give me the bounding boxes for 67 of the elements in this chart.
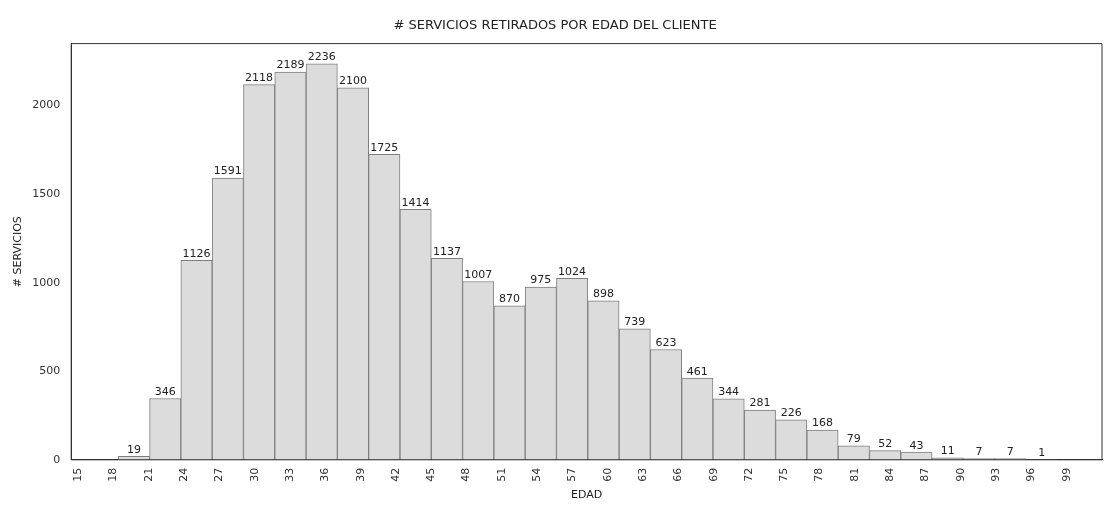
y-tick-label: 1000	[32, 275, 61, 289]
data-label: 281	[749, 396, 771, 410]
y-tick-label: 1500	[32, 187, 61, 200]
data-label: 1024	[558, 264, 587, 278]
chart-title: # SERVICIOS RETIRADOS POR EDAD DEL CLIENTE	[393, 17, 717, 33]
y-axis-title: # SERVICIOS	[11, 216, 25, 288]
x-tick-label: 42	[388, 467, 402, 482]
data-label: 739	[624, 315, 646, 329]
data-label: 344	[718, 385, 740, 399]
data-label: 346	[154, 384, 176, 398]
x-tick-label: 93	[988, 467, 1002, 482]
x-tick-label: 96	[1024, 467, 1038, 482]
x-tick-label: 78	[812, 467, 826, 482]
x-tick-label: 18	[106, 467, 120, 482]
x-tick-label: 39	[353, 467, 367, 482]
x-tick-label: 63	[635, 467, 649, 482]
data-label: 7	[975, 444, 983, 458]
x-tick-label: 66	[671, 467, 685, 482]
x-tick-label: 30	[247, 467, 261, 482]
x-tick-label: 87	[918, 467, 932, 482]
data-label: 1	[1038, 445, 1046, 459]
x-tick-label: 75	[777, 467, 791, 482]
data-label: 11	[940, 444, 955, 458]
x-tick-label: 51	[494, 467, 508, 482]
data-label: 2118	[245, 71, 274, 85]
data-label: 2236	[307, 50, 336, 64]
data-label: 52	[878, 436, 893, 450]
data-label: 2189	[276, 58, 305, 72]
data-label: 168	[812, 416, 834, 430]
x-tick-label: 48	[459, 467, 473, 482]
x-tick-label: 69	[706, 467, 720, 482]
data-label: 19	[126, 442, 141, 456]
x-tick-label: 21	[141, 467, 155, 482]
x-tick-label: 24	[177, 467, 191, 482]
data-label: 2100	[339, 74, 368, 88]
data-label: 1725	[370, 140, 399, 154]
x-tick-label: 45	[424, 467, 438, 482]
x-tick-label: 33	[282, 467, 296, 482]
x-tick-label: 84	[883, 467, 897, 482]
data-label: 226	[780, 406, 802, 420]
data-label: 898	[592, 287, 614, 301]
x-tick-label: 36	[318, 467, 332, 482]
x-axis-title: EDAD	[570, 488, 603, 502]
data-label: 1414	[401, 195, 430, 209]
data-label: 461	[686, 364, 708, 378]
data-label: 43	[909, 438, 924, 452]
data-label: 1007	[464, 267, 493, 281]
x-tick-label: 15	[71, 467, 85, 482]
data-label: 975	[530, 273, 552, 287]
data-label: 1137	[432, 244, 461, 258]
y-tick-label: 500	[39, 364, 61, 378]
data-label: 623	[655, 335, 677, 349]
data-label: 1126	[182, 246, 211, 260]
x-tick-label: 27	[212, 467, 226, 482]
data-label: 1591	[213, 164, 242, 178]
x-tick-label: 90	[953, 467, 967, 482]
data-label: 79	[846, 432, 861, 446]
x-tick-label: 99	[1059, 467, 1073, 482]
data-label: 870	[499, 292, 521, 306]
x-tick-label: 72	[741, 467, 755, 482]
y-tick-label: 2000	[32, 98, 61, 112]
x-tick-label: 57	[565, 467, 579, 482]
x-tick-label: 54	[530, 467, 544, 482]
x-tick-label: 81	[847, 467, 861, 482]
data-label: 7	[1006, 444, 1014, 458]
x-tick-label: 60	[600, 467, 614, 482]
y-tick-label: 0	[53, 452, 61, 466]
